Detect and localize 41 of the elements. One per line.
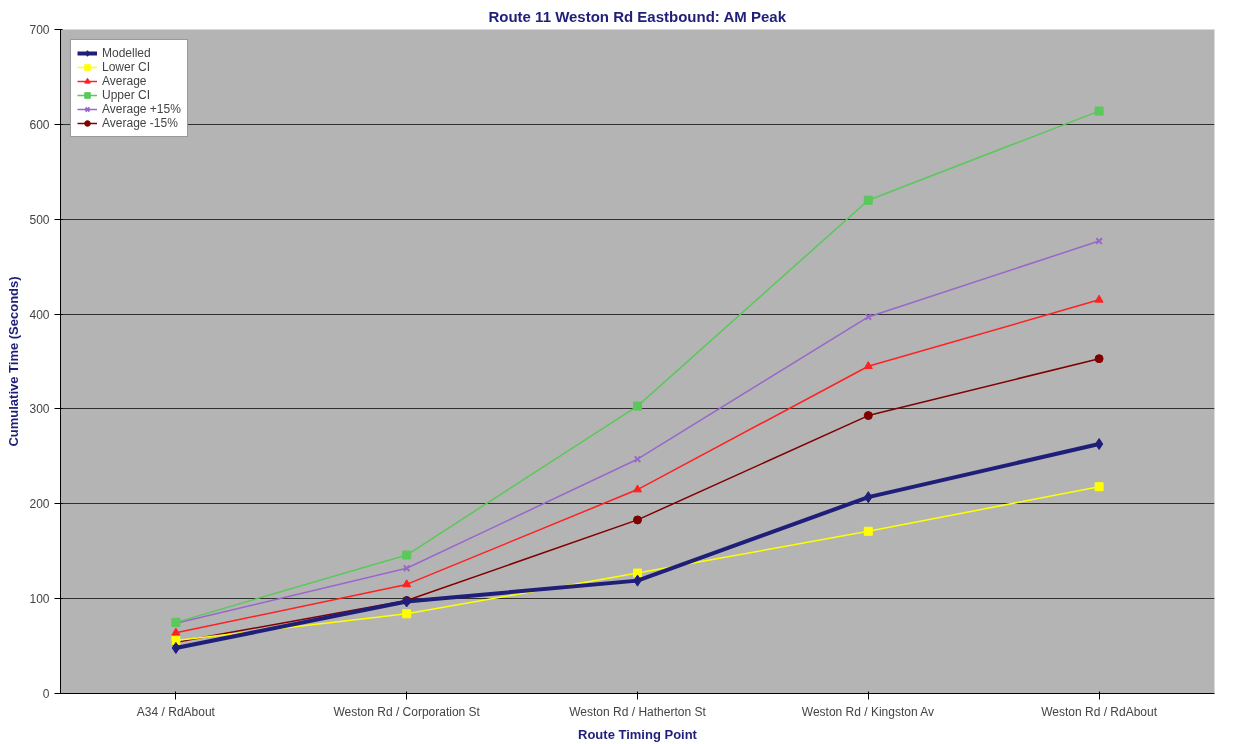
point xyxy=(402,609,412,619)
y-tick-label: 100 xyxy=(29,592,50,607)
y-axis-title: Cumulative Time (Seconds) xyxy=(6,276,22,447)
legend-label: Average +15% xyxy=(102,102,181,116)
y-tick-label: 300 xyxy=(29,402,50,417)
point xyxy=(863,195,873,205)
legend-label: Lower CI xyxy=(102,60,151,74)
y-tick-label: 200 xyxy=(29,497,50,512)
x-tick-label: A34 / RdAbout xyxy=(136,704,216,719)
point xyxy=(1094,482,1104,492)
point xyxy=(1094,354,1104,364)
x-tick-label: Weston Rd / Hatherton St xyxy=(569,704,707,719)
point xyxy=(633,515,642,525)
y-tick-label: 0 xyxy=(42,687,50,701)
point xyxy=(402,550,412,560)
legend-label: Upper CI xyxy=(102,88,151,102)
point xyxy=(863,526,873,536)
y-tick-label: 700 xyxy=(29,23,50,37)
point xyxy=(1094,106,1104,116)
y-tick-label: 600 xyxy=(29,117,50,132)
point xyxy=(863,361,873,370)
legend-label: Modelled xyxy=(102,46,151,60)
point xyxy=(864,313,873,321)
x-tick-label: Weston Rd / Kingston Av xyxy=(801,704,935,719)
point xyxy=(1094,438,1104,451)
point xyxy=(633,484,642,493)
x-axis-title: Route Timing Point xyxy=(578,726,698,742)
point xyxy=(171,627,181,636)
y-tick-label: 500 xyxy=(29,212,50,227)
legend-label: Average xyxy=(102,74,147,88)
point xyxy=(1094,294,1104,303)
chart-title: Route 11 Weston Rd Eastbound: AM Peak xyxy=(488,7,787,25)
y-tick-label: 400 xyxy=(29,307,50,322)
point xyxy=(633,568,642,578)
point xyxy=(863,411,873,421)
point xyxy=(633,401,642,411)
point xyxy=(402,579,412,588)
x-tick-label: Weston Rd / RdAbout xyxy=(1041,704,1158,719)
legend-label: Average -15% xyxy=(102,116,178,130)
x-tick-label: Weston Rd / Corporation St xyxy=(333,704,481,719)
point xyxy=(633,455,642,464)
